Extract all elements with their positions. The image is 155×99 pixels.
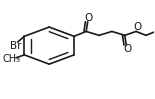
- Text: O: O: [84, 13, 93, 23]
- Text: O: O: [123, 44, 131, 54]
- Text: Br: Br: [9, 41, 21, 51]
- Text: CH₃: CH₃: [2, 54, 21, 64]
- Text: O: O: [133, 22, 142, 32]
